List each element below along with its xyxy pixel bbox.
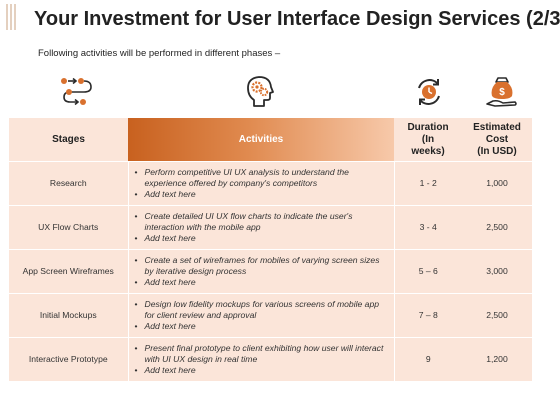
- stage-cell: Interactive Prototype: [9, 337, 128, 381]
- activities-cell: Create detailed UI UX flow charts to ind…: [127, 205, 395, 250]
- activity-item: Present final prototype to client exhibi…: [135, 343, 388, 365]
- stage-cell: App Screen Wireframes: [9, 249, 128, 294]
- table-row: UX Flow Charts Create detailed UI UX flo…: [9, 205, 532, 250]
- cost-cell: 3,000: [462, 249, 532, 294]
- head-gears-icon: [247, 76, 274, 107]
- workflow-steps-icon: [61, 77, 92, 106]
- duration-cell: 1 - 2: [394, 161, 462, 206]
- activity-item: Create detailed UI UX flow charts to ind…: [135, 211, 388, 233]
- page-subtitle: Following activities will be performed i…: [38, 48, 281, 59]
- activity-item: Create a set of wireframes for mobiles o…: [135, 255, 388, 277]
- activity-item: Add text here: [135, 321, 388, 332]
- table-header-row: Stages Activities Duration (In weeks) Es…: [9, 118, 532, 162]
- activity-item: Add text here: [135, 189, 388, 200]
- header-stages: Stages: [9, 118, 128, 162]
- activity-item: Design low fidelity mockups for various …: [135, 299, 388, 321]
- header-duration: Duration (In weeks): [394, 118, 462, 162]
- header-activities: Activities: [128, 118, 394, 162]
- duration-cell: 9: [394, 337, 462, 381]
- table-row: Initial Mockups Design low fidelity mock…: [9, 293, 532, 338]
- activities-cell: Present final prototype to client exhibi…: [127, 337, 395, 381]
- cost-cell: 2,500: [462, 293, 532, 338]
- investment-table: Stages Activities Duration (In weeks) Es…: [9, 118, 532, 381]
- activity-item: Add text here: [135, 365, 388, 376]
- table-row: App Screen Wireframes Create a set of wi…: [9, 249, 532, 294]
- activity-item: Add text here: [135, 233, 388, 244]
- duration-cell: 7 – 8: [394, 293, 462, 338]
- stage-cell: UX Flow Charts: [9, 205, 128, 250]
- stage-cell: Research: [9, 161, 128, 206]
- activities-cell: Create a set of wireframes for mobiles o…: [127, 249, 395, 294]
- activity-item: Perform competitive UI UX analysis to un…: [135, 167, 388, 189]
- clock-cycle-icon: [418, 79, 440, 105]
- duration-cell: 3 - 4: [394, 205, 462, 250]
- table-row: Interactive Prototype Present final prot…: [9, 337, 532, 381]
- table-row: Research Perform competitive UI UX analy…: [9, 161, 532, 206]
- stage-cell: Initial Mockups: [9, 293, 128, 338]
- activities-cell: Design low fidelity mockups for various …: [127, 293, 395, 338]
- cost-cell: 1,000: [462, 161, 532, 206]
- corner-decoration: [6, 4, 16, 30]
- page-title: Your Investment for User Interface Desig…: [34, 8, 560, 30]
- cost-cell: 2,500: [462, 205, 532, 250]
- svg-text:$: $: [499, 87, 505, 98]
- activities-cell: Perform competitive UI UX analysis to un…: [127, 161, 395, 206]
- money-bag-icon: $: [486, 77, 517, 107]
- duration-cell: 5 – 6: [394, 249, 462, 294]
- header-estimated-cost: Estimated Cost (In USD): [462, 118, 532, 162]
- activity-item: Add text here: [135, 277, 388, 288]
- cost-cell: 1,200: [462, 337, 532, 381]
